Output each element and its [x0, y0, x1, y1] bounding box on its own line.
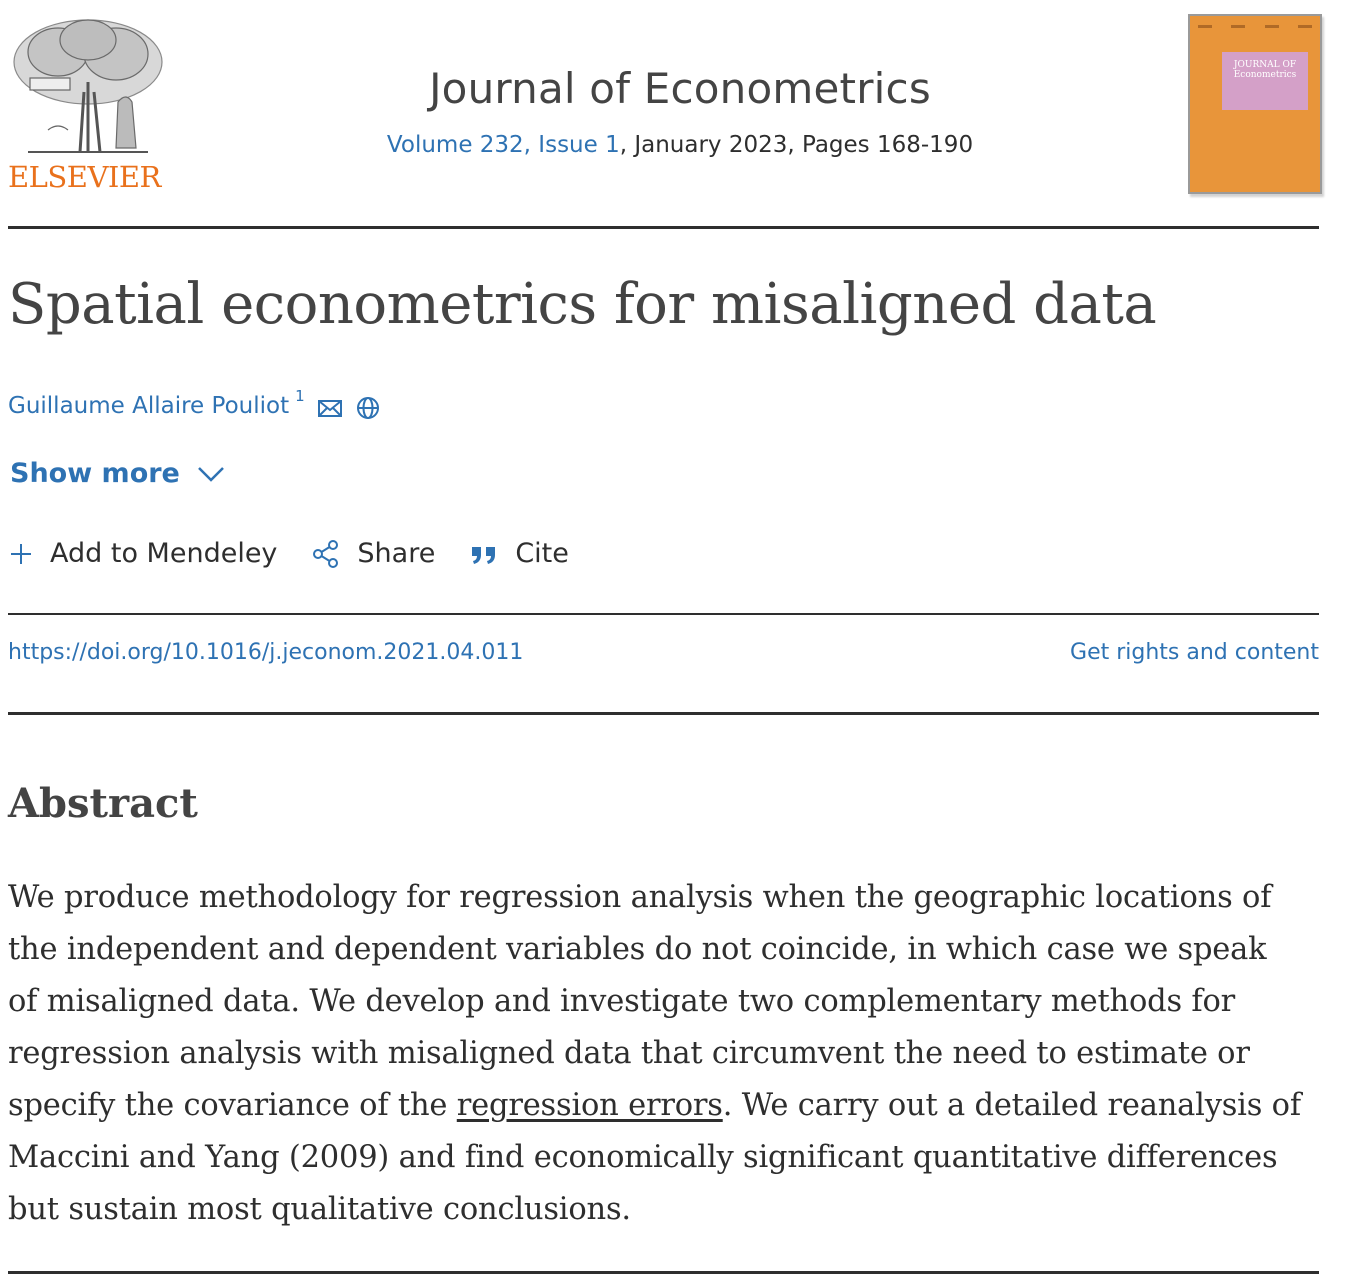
- share-icon: [313, 539, 339, 568]
- cover-label-line1: JOURNAL OF: [1233, 60, 1297, 70]
- get-rights-link[interactable]: Get rights and content: [1070, 640, 1319, 665]
- author-name-link[interactable]: Guillaume Allaire Pouliot: [8, 393, 290, 419]
- abstract-divider: [8, 1271, 1319, 1274]
- doi-divider: [8, 712, 1319, 715]
- chevron-down-icon: [197, 466, 224, 482]
- abstract-text: We produce methodology for regression an…: [8, 872, 1308, 1236]
- abstract-line: specify the covariance of the regression…: [8, 1080, 1308, 1132]
- add-to-mendeley-label: Add to Mendeley: [50, 538, 278, 569]
- journal-cover-thumbnail[interactable]: JOURNAL OF Econometrics: [1188, 14, 1322, 194]
- cite-button[interactable]: Cite: [469, 538, 569, 569]
- globe-icon[interactable]: [355, 395, 381, 421]
- share-button[interactable]: Share: [311, 538, 435, 569]
- abstract-line: Maccini and Yang (2009) and find economi…: [8, 1140, 1278, 1175]
- abstract-line: regression analysis with misaligned data…: [8, 1036, 1250, 1071]
- actions-divider: [8, 613, 1319, 615]
- show-more-button[interactable]: Show more: [10, 458, 226, 489]
- article-title: Spatial econometrics for misaligned data: [8, 272, 1157, 337]
- issue-line: Volume 232, Issue 1, January 2023, Pages…: [340, 132, 1020, 158]
- doi-link[interactable]: https://doi.org/10.1016/j.jeconom.2021.0…: [8, 640, 524, 665]
- abstract-text-segment: specify the covariance of the: [8, 1088, 457, 1123]
- cite-label: Cite: [515, 538, 569, 569]
- cover-label-line2: Econometrics: [1233, 70, 1297, 80]
- abstract-line: but sustain most qualitative conclusions…: [8, 1192, 631, 1227]
- volume-issue-link[interactable]: Volume 232, Issue 1: [386, 132, 620, 158]
- article-actions-bar: Add to Mendeley Share Cite: [8, 538, 603, 569]
- quote-icon: [472, 546, 496, 564]
- show-more-label: Show more: [10, 458, 180, 489]
- elsevier-logo[interactable]: [8, 12, 168, 194]
- issue-date-pages: , January 2023, Pages 168-190: [619, 132, 974, 158]
- elsevier-wordmark: ELSEVIER: [8, 160, 161, 194]
- add-to-mendeley-button[interactable]: Add to Mendeley: [8, 538, 277, 569]
- abstract-heading: Abstract: [8, 780, 198, 827]
- abstract-line: of misaligned data. We develop and inves…: [8, 984, 1236, 1019]
- cover-header-marks: [1198, 22, 1312, 32]
- elsevier-tree-icon: [13, 19, 163, 153]
- share-label: Share: [357, 538, 436, 569]
- header-divider: [8, 226, 1319, 229]
- author-row: Guillaume Allaire Pouliot 1: [8, 387, 381, 421]
- abstract-text-segment: . We carry out a detailed reanalysis of: [722, 1088, 1301, 1123]
- abstract-line: the independent and dependent variables …: [8, 932, 1267, 967]
- regression-errors-term-link[interactable]: regression errors: [456, 1088, 723, 1123]
- journal-title[interactable]: Journal of Econometrics: [429, 64, 931, 113]
- affiliation-marker[interactable]: 1: [295, 387, 305, 405]
- cover-label: JOURNAL OF Econometrics: [1222, 52, 1308, 110]
- plus-icon: [11, 543, 31, 564]
- envelope-icon[interactable]: [317, 395, 343, 421]
- abstract-line: We produce methodology for regression an…: [8, 880, 1272, 915]
